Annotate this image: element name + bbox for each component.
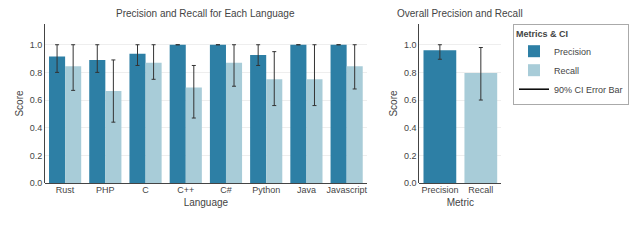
- svg-text:PHP: PHP: [96, 185, 115, 195]
- svg-text:0.6: 0.6: [404, 95, 417, 105]
- svg-text:Score: Score: [388, 90, 399, 117]
- svg-text:Precision and Recall for Each: Precision and Recall for Each Language: [116, 8, 295, 19]
- svg-text:C++: C++: [177, 185, 194, 195]
- svg-text:90% CI Error Bar: 90% CI Error Bar: [554, 85, 623, 95]
- svg-text:C#: C#: [220, 185, 232, 195]
- svg-text:0.2: 0.2: [404, 151, 417, 161]
- svg-text:0.0: 0.0: [404, 178, 417, 188]
- svg-text:Python: Python: [252, 185, 280, 195]
- svg-text:Score: Score: [14, 90, 25, 117]
- svg-text:Rust: Rust: [56, 185, 75, 195]
- svg-text:Precision: Precision: [421, 185, 458, 195]
- svg-text:Recall: Recall: [468, 185, 493, 195]
- svg-text:0.8: 0.8: [404, 68, 417, 78]
- svg-text:Metric: Metric: [447, 197, 474, 208]
- svg-text:1.0: 1.0: [30, 40, 43, 50]
- svg-text:0.2: 0.2: [30, 151, 43, 161]
- svg-text:Metrics & CI: Metrics & CI: [516, 29, 568, 39]
- svg-text:C: C: [142, 185, 149, 195]
- svg-text:Language: Language: [184, 197, 229, 208]
- svg-text:0.0: 0.0: [30, 178, 43, 188]
- svg-text:0.8: 0.8: [30, 68, 43, 78]
- svg-text:0.6: 0.6: [30, 95, 43, 105]
- svg-text:Javascript: Javascript: [326, 185, 367, 195]
- svg-text:1.0: 1.0: [404, 40, 417, 50]
- svg-text:Precision: Precision: [554, 47, 591, 57]
- svg-text:Java: Java: [297, 185, 316, 195]
- svg-text:Recall: Recall: [554, 66, 579, 76]
- svg-text:0.4: 0.4: [30, 123, 43, 133]
- svg-text:0.4: 0.4: [404, 123, 417, 133]
- svg-text:Overall Precision and Recall: Overall Precision and Recall: [397, 8, 523, 19]
